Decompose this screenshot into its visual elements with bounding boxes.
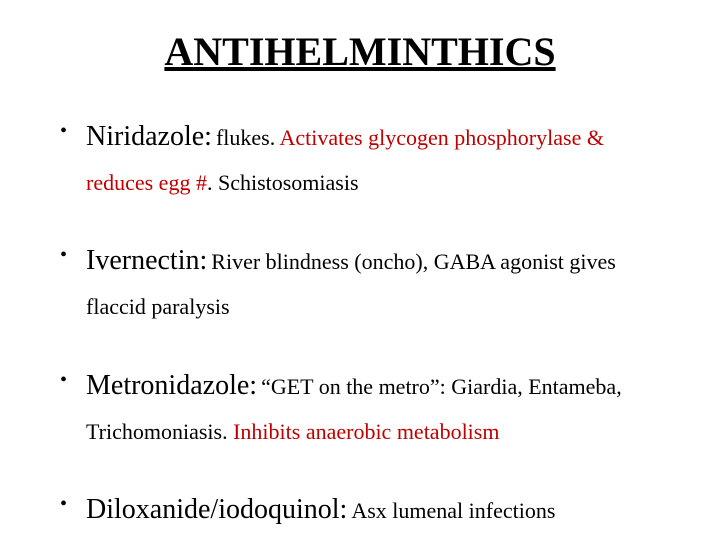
drug-name: Metronidazole: xyxy=(86,370,257,401)
drug-desc: Asx lumenal infections xyxy=(351,498,555,523)
list-item: Ivernectin: River blindness (oncho), GAB… xyxy=(58,235,670,327)
desc-part: Asx lumenal infections xyxy=(351,498,555,523)
list-item: Metronidazole: “GET on the metro”: Giard… xyxy=(58,360,670,452)
desc-part-highlight: Inhibits anaerobic metabolism xyxy=(233,419,499,444)
drug-name: Niridazole: xyxy=(86,121,212,152)
list-item: Diloxanide/iodoquinol: Asx lumenal infec… xyxy=(58,484,670,536)
bullet-list: Niridazole: flukes. Activates glycogen p… xyxy=(50,111,670,536)
desc-part: . Schistosomiasis xyxy=(207,170,359,195)
list-item: Niridazole: flukes. Activates glycogen p… xyxy=(58,111,670,203)
drug-name: Ivernectin: xyxy=(86,245,207,276)
desc-part: flukes. xyxy=(216,125,280,150)
page-title: ANTIHELMINTHICS xyxy=(80,28,640,75)
drug-name: Diloxanide/iodoquinol: xyxy=(86,494,347,525)
